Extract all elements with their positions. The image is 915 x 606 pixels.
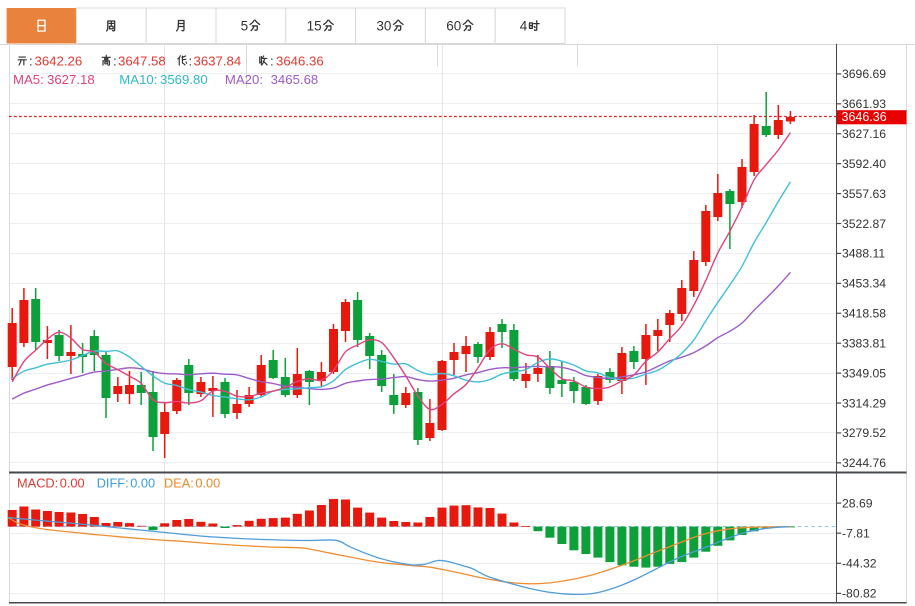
svg-text:DEA:0.00: DEA: 0.00 (164, 476, 220, 491)
svg-text:60: 60 (446, 18, 461, 33)
svg-text:3557.63: 3557.63 (842, 187, 886, 201)
svg-text:3646.36: 3646.36 (842, 110, 887, 124)
svg-text:-7.81: -7.81 (842, 527, 870, 541)
svg-text:30: 30 (376, 18, 391, 33)
svg-text:3418.58: 3418.58 (842, 307, 886, 321)
svg-text:MA5: 3627.18: MA5: 3627.18 (13, 72, 95, 87)
svg-text:3279.52: 3279.52 (842, 426, 886, 440)
svg-text:3244.76: 3244.76 (842, 456, 886, 470)
svg-text:3314.29: 3314.29 (842, 396, 886, 410)
svg-text:DIFF:0.00: DIFF: 0.00 (97, 476, 155, 491)
svg-text:28.69: 28.69 (842, 496, 873, 510)
svg-text:3647.58: 3647.58 (118, 53, 166, 68)
svg-text:15: 15 (307, 18, 322, 33)
svg-text:3383.81: 3383.81 (842, 336, 886, 350)
svg-text:3592.40: 3592.40 (842, 157, 886, 171)
svg-text:3642.26: 3642.26 (35, 53, 83, 68)
svg-text:4: 4 (520, 18, 528, 33)
svg-text:MA10: 3569.80: MA10: 3569.80 (119, 72, 207, 87)
svg-text:3627.16: 3627.16 (842, 127, 886, 141)
svg-text:3453.34: 3453.34 (842, 277, 886, 291)
svg-text:3488.11: 3488.11 (842, 247, 885, 261)
svg-text:MA20: 3465.68: MA20: 3465.68 (225, 72, 318, 87)
svg-text:-80.82: -80.82 (842, 587, 877, 601)
svg-text::: : (189, 53, 193, 68)
svg-text::: : (113, 53, 117, 68)
svg-text:3349.05: 3349.05 (842, 366, 886, 380)
svg-text:5: 5 (241, 18, 249, 33)
svg-text:-44.32: -44.32 (842, 557, 877, 571)
svg-text:3522.87: 3522.87 (842, 217, 886, 231)
svg-text:3637.84: 3637.84 (194, 53, 242, 68)
svg-text::: : (270, 53, 274, 68)
svg-text:MACD:0.00: MACD: 0.00 (17, 476, 85, 491)
svg-text:3696.69: 3696.69 (842, 67, 886, 81)
svg-text:3646.36: 3646.36 (276, 53, 324, 68)
svg-text:3661.93: 3661.93 (842, 97, 886, 111)
svg-text::: : (29, 53, 33, 68)
